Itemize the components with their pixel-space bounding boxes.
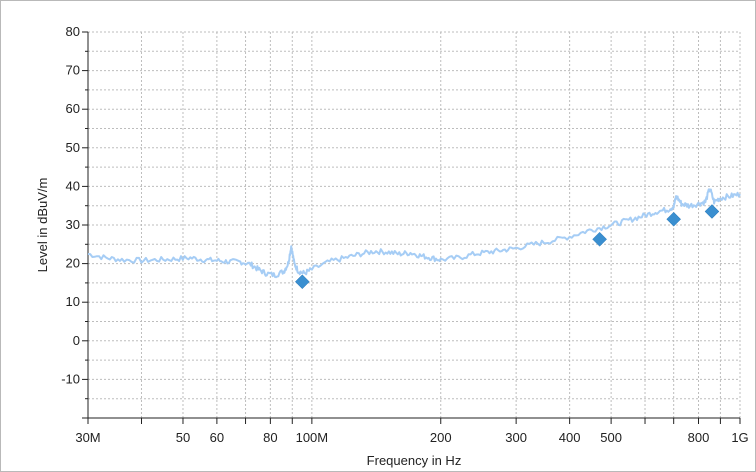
- markers: [294, 204, 720, 290]
- peak-marker: [294, 274, 310, 290]
- x-tick-label: 80: [263, 430, 277, 445]
- x-tick-label: 200: [430, 430, 452, 445]
- peak-marker: [704, 204, 720, 219]
- series-line: [87, 188, 741, 279]
- ticks: 80 70 60 50 40 30 20 10 0 -10 30M 50 60 80 100M 200 300 4…: [61, 24, 748, 445]
- y-axis-title: Level in dBuV/m: [35, 178, 50, 273]
- y-tick-label: 50: [66, 140, 80, 155]
- x-tick-label: 60: [210, 430, 224, 445]
- y-tick-label: 70: [66, 63, 80, 78]
- x-axis-title: Frequency in Hz: [367, 453, 462, 468]
- y-tick-label: 10: [66, 294, 80, 309]
- y-tick-label: 30: [66, 217, 80, 232]
- x-tick-label: 400: [559, 430, 581, 445]
- x-tick-label: 800: [688, 430, 710, 445]
- x-tick-label: 50: [176, 430, 190, 445]
- y-tick-label: 60: [66, 101, 80, 116]
- y-tick-label: 20: [66, 256, 80, 271]
- peak-marker: [592, 231, 607, 247]
- y-tick-label: 40: [66, 178, 80, 193]
- series: [87, 188, 741, 279]
- x-tick-label: 1G: [731, 430, 748, 445]
- x-tick-label: 30M: [75, 430, 100, 445]
- grid: [88, 31, 741, 419]
- peak-marker: [666, 211, 682, 227]
- y-tick-label: 0: [73, 333, 80, 348]
- y-tick-label: -10: [61, 371, 80, 386]
- y-tick-label: 80: [66, 24, 80, 39]
- x-tick-label: 500: [600, 430, 622, 445]
- x-tick-label: 300: [505, 430, 527, 445]
- x-tick-label: 100M: [296, 430, 329, 445]
